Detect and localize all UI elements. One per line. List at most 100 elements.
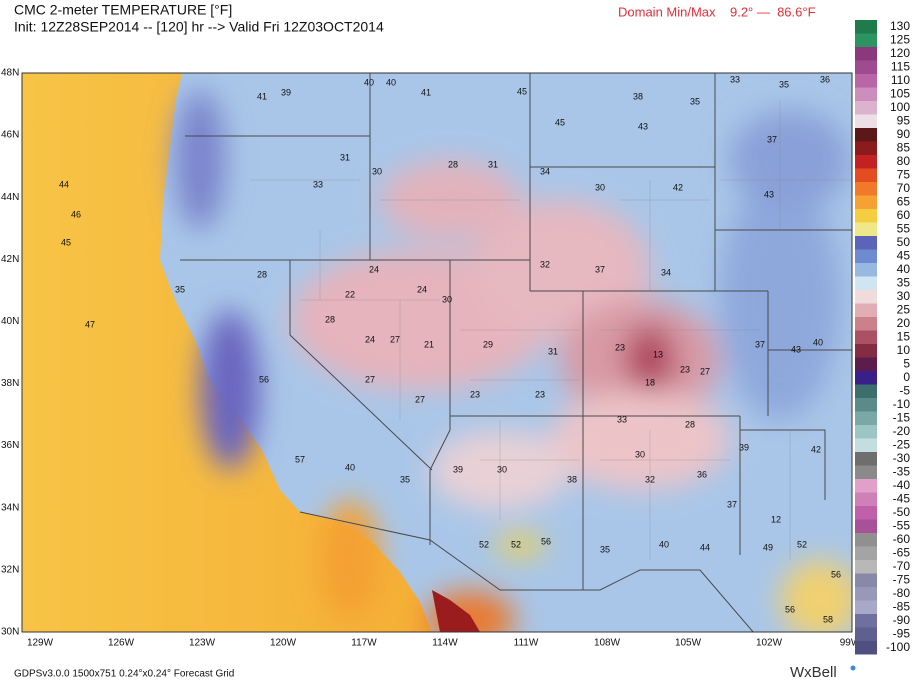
station-value: 12 (771, 514, 781, 524)
colorbar-swatch (855, 560, 877, 574)
station-value: 13 (653, 349, 663, 359)
station-value: 24 (417, 284, 427, 294)
domain-min-max: Domain Min/Max 9.2° — 86.6°F (618, 4, 816, 19)
lat-label: 38N (1, 378, 19, 389)
station-value: 35 (175, 284, 185, 294)
colorbar-label: -40 (893, 478, 911, 492)
lat-label: 30N (1, 627, 19, 638)
colorbar-swatch (855, 155, 877, 169)
colorbar-label: -95 (893, 626, 911, 640)
colorbar-label: -60 (893, 532, 911, 546)
colorbar-swatch (855, 20, 877, 34)
logo: WxBell (790, 664, 837, 681)
station-value: 27 (390, 334, 400, 344)
station-value: 24 (369, 264, 379, 274)
colorbar-label: 75 (897, 167, 911, 181)
station-value: 37 (755, 339, 765, 349)
station-value: 37 (727, 499, 737, 509)
station-value: 42 (811, 444, 821, 454)
lat-label: 32N (1, 564, 19, 575)
station-value: 47 (85, 319, 95, 329)
lon-label: 108W (594, 638, 621, 649)
station-value: 39 (739, 442, 749, 452)
station-value: 43 (638, 121, 648, 131)
colorbar-label: 45 (897, 248, 911, 262)
county-lines (250, 100, 850, 560)
station-value: 40 (386, 77, 396, 87)
colorbar-label: 100 (890, 100, 910, 114)
colorbar-swatch (855, 371, 877, 385)
station-value: 28 (685, 419, 695, 429)
colorbar-swatch (855, 573, 877, 587)
station-value: 33 (730, 74, 740, 84)
lon-label: 99W (840, 638, 861, 649)
colorbar-swatch (855, 222, 877, 236)
station-value: 39 (453, 464, 463, 474)
station-value: 33 (313, 179, 323, 189)
colorbar-swatch (855, 600, 877, 614)
colorbar-swatch (855, 87, 877, 101)
lat-label: 36N (1, 440, 19, 451)
station-value: 28 (448, 159, 458, 169)
colorbar-swatch (855, 209, 877, 223)
station-value: 27 (700, 366, 710, 376)
station-value: 27 (365, 374, 375, 384)
colorbar-label: 95 (897, 113, 911, 127)
station-value: 43 (791, 344, 801, 354)
colorbar-swatch (855, 519, 877, 533)
colorbar-label: -80 (893, 586, 911, 600)
station-value: 56 (259, 374, 269, 384)
station-value: 35 (690, 96, 700, 106)
station-value: 28 (325, 314, 335, 324)
colorbar-swatch (855, 290, 877, 304)
colorbar-swatch (855, 74, 877, 88)
state-lines (180, 73, 852, 632)
colorbar-label: 35 (897, 275, 911, 289)
colorbar-swatch (855, 330, 877, 344)
station-value: 40 (813, 337, 823, 347)
init-line: Init: 12Z28SEP2014 -- [120] hr --> Valid… (14, 19, 384, 35)
colorbar-label: -20 (893, 424, 911, 438)
colorbar-swatch (855, 398, 877, 412)
lon-label: 105W (675, 638, 702, 649)
colorbar-label: 120 (890, 46, 910, 60)
colorbar-swatch (855, 276, 877, 290)
colorbar-swatch (855, 101, 877, 115)
station-value: 30 (497, 464, 507, 474)
colorbar-label: 10 (897, 343, 911, 357)
station-value: 40 (364, 77, 374, 87)
station-value: 23 (615, 342, 625, 352)
station-value: 38 (567, 474, 577, 484)
colorbar-label: -55 (893, 518, 911, 532)
colorbar-label: 125 (890, 32, 910, 46)
gulf-california (432, 590, 480, 632)
colorbar-swatch (855, 263, 877, 277)
station-value: 37 (767, 134, 777, 144)
station-value: 27 (415, 394, 425, 404)
station-value: 35 (400, 474, 410, 484)
colorbar-swatch (855, 114, 877, 128)
station-value: 33 (617, 414, 627, 424)
colorbar-swatch (855, 195, 877, 209)
colorbar-swatch (855, 384, 877, 398)
map-frame (21, 72, 853, 633)
colorbar-swatch (855, 546, 877, 560)
colorbar-label: 60 (897, 208, 911, 222)
station-value: 30 (372, 166, 382, 176)
colorbar-swatch (855, 587, 877, 601)
colorbar-swatch (855, 344, 877, 358)
colorbar-swatch (855, 236, 877, 250)
footer-grid: GDPSv3.0.0 1500x751 0.24°x0.24° Forecast… (14, 669, 234, 680)
station-value: 24 (365, 334, 375, 344)
lon-label: 120W (270, 638, 297, 649)
colorbar-label: 90 (897, 127, 911, 141)
colorbar-label: -35 (893, 464, 911, 478)
colorbar-label: 130 (890, 19, 910, 33)
station-value: 49 (763, 542, 773, 552)
lat-label: 34N (1, 502, 19, 513)
colorbar-label: 20 (897, 316, 911, 330)
colorbar-label: 55 (897, 221, 911, 235)
colorbar-label: -75 (893, 572, 911, 586)
colorbar-swatch (855, 627, 877, 641)
